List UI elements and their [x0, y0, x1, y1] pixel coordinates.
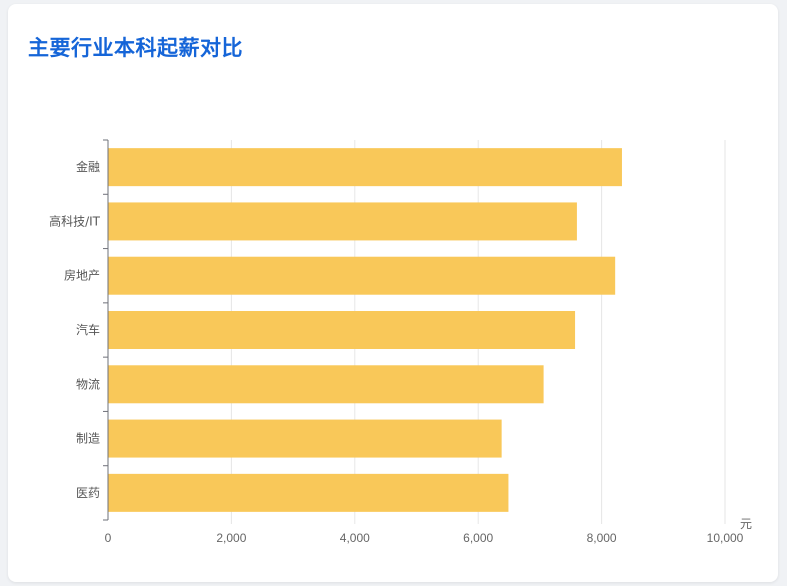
category-label-5: 制造 — [76, 432, 100, 446]
bar-4[interactable] — [108, 365, 544, 404]
bar-2[interactable] — [108, 256, 616, 295]
bar-0[interactable] — [108, 148, 622, 187]
x-tick-label-0: 0 — [105, 531, 112, 545]
category-label-2: 房地产 — [64, 268, 100, 283]
x-tick-label-2: 4,000 — [340, 531, 370, 545]
bar-1[interactable] — [108, 202, 577, 241]
x-unit-label: 元 — [740, 517, 752, 531]
axes — [103, 139, 726, 524]
bars — [108, 148, 622, 512]
x-tick-label-3: 6,000 — [463, 531, 493, 545]
x-tick-label-4: 8,000 — [587, 531, 617, 545]
category-label-6: 医药 — [76, 486, 100, 500]
category-label-3: 汽车 — [76, 322, 100, 337]
x-tick-label-5: 10,000 — [707, 531, 744, 545]
bar-5[interactable] — [108, 419, 502, 458]
category-label-1: 高科技/IT — [49, 213, 101, 228]
bar-6[interactable] — [108, 473, 509, 512]
bar-3[interactable] — [108, 311, 576, 349]
x-tick-label-1: 2,000 — [216, 531, 246, 545]
chart-title: 主要行业本科起薪对比 — [28, 36, 243, 60]
category-label-0: 金融 — [76, 159, 100, 174]
category-label-4: 物流 — [76, 377, 100, 391]
